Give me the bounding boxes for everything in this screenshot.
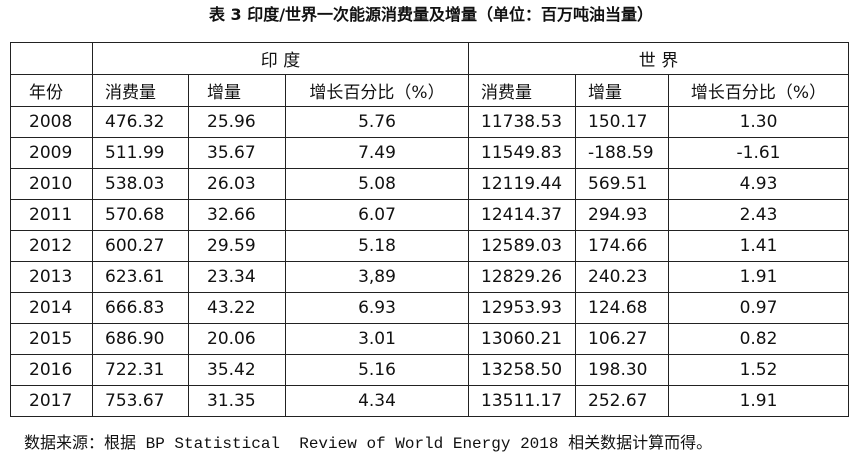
cell: 35.42 <box>188 354 286 386</box>
data-row: 2014 666.83 43.22 6.93 12953.93 124.68 0.97 <box>10 292 849 324</box>
data-row: 2010 538.03 26.03 5.08 12119.44 569.51 4.93 <box>10 168 849 200</box>
cell: 32.66 <box>188 199 286 231</box>
cell: 2009 <box>10 137 93 169</box>
empty-cell <box>10 42 93 75</box>
cell: 1.52 <box>668 354 849 386</box>
cell: 0.82 <box>668 323 849 355</box>
cell: 4.34 <box>285 385 469 417</box>
cell: 686.90 <box>92 323 189 355</box>
header-row: 年份 消费量 增量 增长百分比（%） 消费量 增量 增长百分比（%） <box>10 74 849 107</box>
cell: 5.18 <box>285 230 469 262</box>
column-header: 消费量 <box>92 74 189 107</box>
cell: 29.59 <box>188 230 286 262</box>
table-title: 表 3 印度/世界一次能源消费量及增量（单位：百万吨油当量） <box>208 5 654 24</box>
cell: 623.61 <box>92 261 189 293</box>
data-row: 2016 722.31 35.42 5.16 13258.50 198.30 1.52 <box>10 354 849 386</box>
data-row: 2017 753.67 31.35 4.34 13511.17 252.67 1.91 <box>10 385 849 417</box>
cell: 511.99 <box>92 137 189 169</box>
cell: 20.06 <box>188 323 286 355</box>
cell: 1.30 <box>668 106 849 138</box>
data-row: 2015 686.90 20.06 3.01 13060.21 106.27 0.82 <box>10 323 849 355</box>
cell: 23.34 <box>188 261 286 293</box>
cell: 124.68 <box>575 292 669 324</box>
data-row: 2009 511.99 35.67 7.49 11549.83 -188.59 -1.61 <box>10 137 849 169</box>
cell: 538.03 <box>92 168 189 200</box>
cell: 2.43 <box>668 199 849 231</box>
cell: 666.83 <box>92 292 189 324</box>
cell: 12589.03 <box>468 230 576 262</box>
column-header: 消费量 <box>468 74 576 107</box>
cell: 2011 <box>10 199 93 231</box>
data-row: 2013 623.61 23.34 3,89 12829.26 240.23 1.91 <box>10 261 849 293</box>
cell: 11549.83 <box>468 137 576 169</box>
cell: 6.93 <box>285 292 469 324</box>
cell: 4.93 <box>668 168 849 200</box>
cell: 35.67 <box>188 137 286 169</box>
cell: 12829.26 <box>468 261 576 293</box>
cell: 12953.93 <box>468 292 576 324</box>
cell: 1.91 <box>668 261 849 293</box>
cell: 198.30 <box>575 354 669 386</box>
cell: 753.67 <box>92 385 189 417</box>
cell: 240.23 <box>575 261 669 293</box>
cell: 106.27 <box>575 323 669 355</box>
cell: 5.08 <box>285 168 469 200</box>
cell: 0.97 <box>668 292 849 324</box>
cell: -1.61 <box>668 137 849 169</box>
cell: 43.22 <box>188 292 286 324</box>
cell: 2013 <box>10 261 93 293</box>
cell: 12119.44 <box>468 168 576 200</box>
column-header: 增量 <box>575 74 669 107</box>
cell: 2014 <box>10 292 93 324</box>
cell: 570.68 <box>92 199 189 231</box>
cell: 2015 <box>10 323 93 355</box>
column-header: 增长百分比（%） <box>285 74 469 107</box>
cell: 2010 <box>10 168 93 200</box>
cell: 5.76 <box>285 106 469 138</box>
cell: 1.41 <box>668 230 849 262</box>
cell: 252.67 <box>575 385 669 417</box>
data-table: 印 度世 界年份 消费量 增量 增长百分比（%） 消费量 增量 增长百分比（%） 2008 47… <box>10 42 849 417</box>
cell: 13511.17 <box>468 385 576 417</box>
column-header: 增长百分比（%） <box>668 74 849 107</box>
data-row: 2011 570.68 32.66 6.07 12414.37 294.93 2.43 <box>10 199 849 231</box>
cell: 722.31 <box>92 354 189 386</box>
data-row: 2012 600.27 29.59 5.18 12589.03 174.66 1.41 <box>10 230 849 262</box>
cell: 1.91 <box>668 385 849 417</box>
cell: 26.03 <box>188 168 286 200</box>
group-header: 世 界 <box>468 42 849 75</box>
cell: 25.96 <box>188 106 286 138</box>
cell: 2012 <box>10 230 93 262</box>
group-header-row: 印 度世 界 <box>10 42 849 75</box>
cell: 3.01 <box>285 323 469 355</box>
cell: 2008 <box>10 106 93 138</box>
cell: 31.35 <box>188 385 286 417</box>
cell: 5.16 <box>285 354 469 386</box>
cell: 6.07 <box>285 199 469 231</box>
column-header: 增量 <box>188 74 286 107</box>
column-header: 年份 <box>10 74 93 107</box>
cell: 2016 <box>10 354 93 386</box>
cell: 2017 <box>10 385 93 417</box>
data-row: 2008 476.32 25.96 5.76 11738.53 150.17 1.30 <box>10 106 849 138</box>
cell: 569.51 <box>575 168 669 200</box>
cell: 3,89 <box>285 261 469 293</box>
cell: 7.49 <box>285 137 469 169</box>
cell: 13258.50 <box>468 354 576 386</box>
group-header: 印 度 <box>92 42 469 75</box>
footnote: 数据来源：根据 BP Statistical Review of World E… <box>24 435 713 453</box>
cell: 476.32 <box>92 106 189 138</box>
cell: 12414.37 <box>468 199 576 231</box>
cell: 600.27 <box>92 230 189 262</box>
cell: 13060.21 <box>468 323 576 355</box>
cell: 11738.53 <box>468 106 576 138</box>
cell: 174.66 <box>575 230 669 262</box>
cell: -188.59 <box>575 137 669 169</box>
cell: 294.93 <box>575 199 669 231</box>
cell: 150.17 <box>575 106 669 138</box>
